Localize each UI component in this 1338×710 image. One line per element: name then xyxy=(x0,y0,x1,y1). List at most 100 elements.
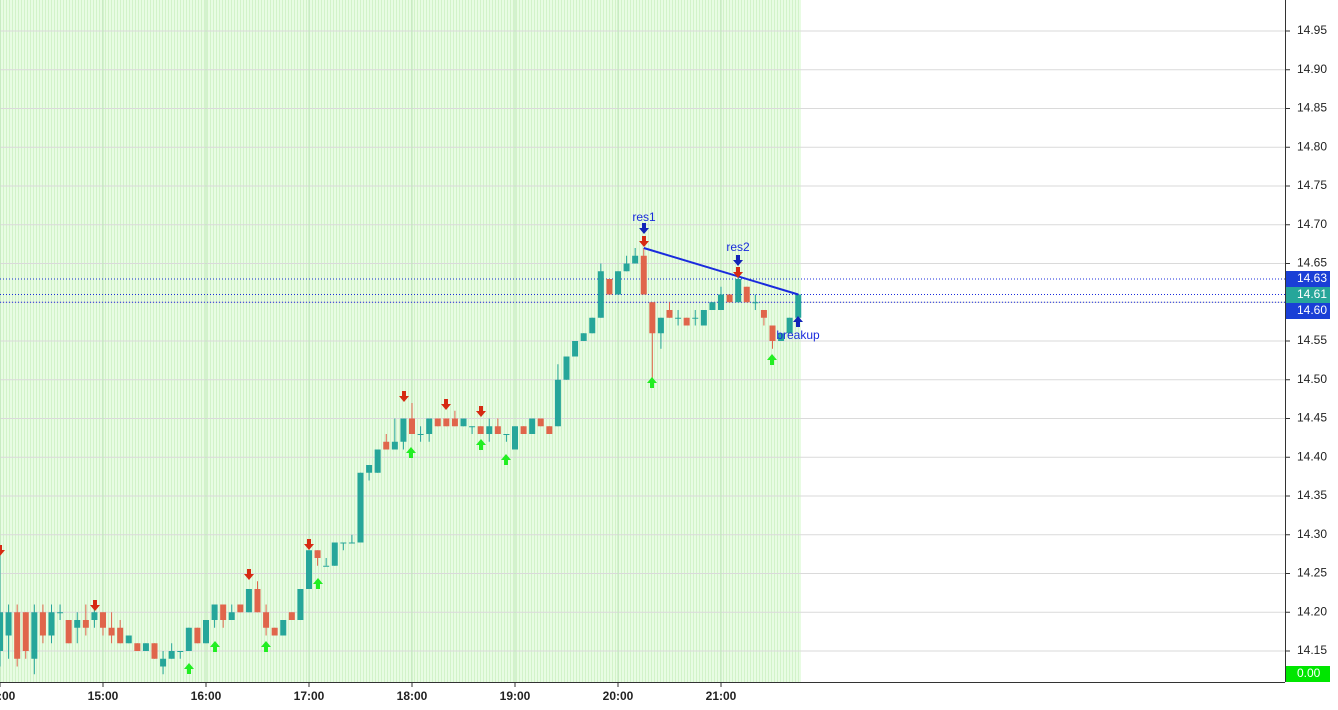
y-tick-label: 14.85 xyxy=(1297,101,1327,115)
candle-body xyxy=(22,612,29,651)
y-tick-label: 14.90 xyxy=(1297,62,1327,76)
x-tick-label: 15:00 xyxy=(88,689,119,703)
candle-body xyxy=(606,279,613,295)
candle-body xyxy=(134,643,141,651)
signal-down xyxy=(399,391,409,402)
signal-up xyxy=(501,454,511,465)
candle-body xyxy=(228,612,235,620)
signal-up xyxy=(793,316,803,327)
candle-body xyxy=(649,302,656,334)
candle-body xyxy=(31,612,38,659)
candle-body xyxy=(623,263,630,272)
candle-body xyxy=(537,418,544,427)
y-tick-label: 14.45 xyxy=(1297,411,1327,425)
candle-body xyxy=(203,620,209,644)
price-label: 14.60 xyxy=(1297,303,1327,317)
candle-body xyxy=(14,612,21,659)
candle-body xyxy=(632,255,639,264)
candle-body xyxy=(400,418,407,442)
y-tick-label: 14.75 xyxy=(1297,178,1327,192)
candle-body xyxy=(477,426,484,434)
candle-body xyxy=(288,612,295,620)
x-tick-label: 19:00 xyxy=(500,689,531,703)
candle-body xyxy=(666,310,673,318)
candle-body xyxy=(220,604,227,620)
candle-body xyxy=(48,612,55,636)
signal-down xyxy=(639,223,649,234)
candle-body xyxy=(580,333,587,341)
trendline xyxy=(643,247,799,296)
signal-up xyxy=(210,641,220,652)
x-tick-label: 18:00 xyxy=(397,689,428,703)
candle-body xyxy=(589,317,596,334)
y-tick-label: 14.40 xyxy=(1297,449,1327,463)
candle-body xyxy=(357,472,364,543)
candle-body xyxy=(39,612,46,636)
candle-body xyxy=(795,294,802,318)
price-label: 14.61 xyxy=(1297,287,1327,301)
candle-body xyxy=(91,612,98,620)
signal-up xyxy=(476,439,486,450)
candle-body xyxy=(486,426,493,434)
candle-body xyxy=(263,612,270,628)
signal-up xyxy=(767,354,777,365)
signal-down xyxy=(441,399,451,410)
candle-body xyxy=(323,565,330,567)
y-tick-label: 14.35 xyxy=(1297,488,1327,502)
signal-up xyxy=(313,578,323,589)
candle-body xyxy=(194,627,201,644)
candle-body xyxy=(443,418,450,427)
candle-body xyxy=(426,418,433,434)
annotation: res2 xyxy=(726,240,750,254)
y-tick-label: 14.25 xyxy=(1297,566,1327,580)
y-tick-label: 14.70 xyxy=(1297,217,1327,231)
candle-body xyxy=(297,589,304,620)
candle-body xyxy=(245,589,252,613)
signal-up xyxy=(261,641,271,652)
candle-body xyxy=(417,434,424,435)
candle-body xyxy=(434,418,441,427)
candle-body xyxy=(743,286,750,303)
candle-body xyxy=(597,271,604,318)
candle-body xyxy=(306,550,312,589)
y-tick-label: 14.80 xyxy=(1297,139,1327,153)
candle-body xyxy=(331,542,338,566)
signal-down xyxy=(304,539,314,550)
signal-down xyxy=(476,406,486,417)
candle-body xyxy=(314,550,321,558)
price-label-box xyxy=(1286,271,1330,287)
candle-body xyxy=(168,651,175,659)
candle-body xyxy=(108,627,115,636)
candle-body xyxy=(460,418,467,427)
candle-body xyxy=(366,465,373,473)
x-tick-label: 16:00 xyxy=(191,689,222,703)
x-tick-label: 17:00 xyxy=(294,689,325,703)
annotation: res1 xyxy=(632,210,656,224)
candle-body xyxy=(512,426,518,450)
candle-body xyxy=(469,426,476,428)
candle-body xyxy=(383,441,390,450)
candle-body xyxy=(57,612,64,614)
candle-body xyxy=(718,294,724,310)
signal-down xyxy=(733,267,743,278)
signal-up xyxy=(184,663,194,674)
candle-body xyxy=(0,612,3,651)
candle-body xyxy=(177,651,184,652)
price-label: 14.63 xyxy=(1297,271,1327,285)
signal-up xyxy=(406,447,416,458)
y-tick-label: 14.65 xyxy=(1297,256,1327,270)
price-label-box xyxy=(1286,303,1330,319)
x-tick-label: 14:00 xyxy=(0,689,16,703)
candle-body xyxy=(700,310,707,326)
candle-body xyxy=(151,643,158,659)
signal-down xyxy=(90,600,100,611)
candle-body xyxy=(391,441,398,450)
indicator-label: 0.00 xyxy=(1297,666,1321,680)
candle-body xyxy=(74,620,81,628)
signal-down xyxy=(244,569,254,580)
candle-body xyxy=(554,379,561,427)
x-tick-label: 21:00 xyxy=(706,689,737,703)
candle-body xyxy=(254,589,261,613)
candle-body xyxy=(82,620,89,628)
